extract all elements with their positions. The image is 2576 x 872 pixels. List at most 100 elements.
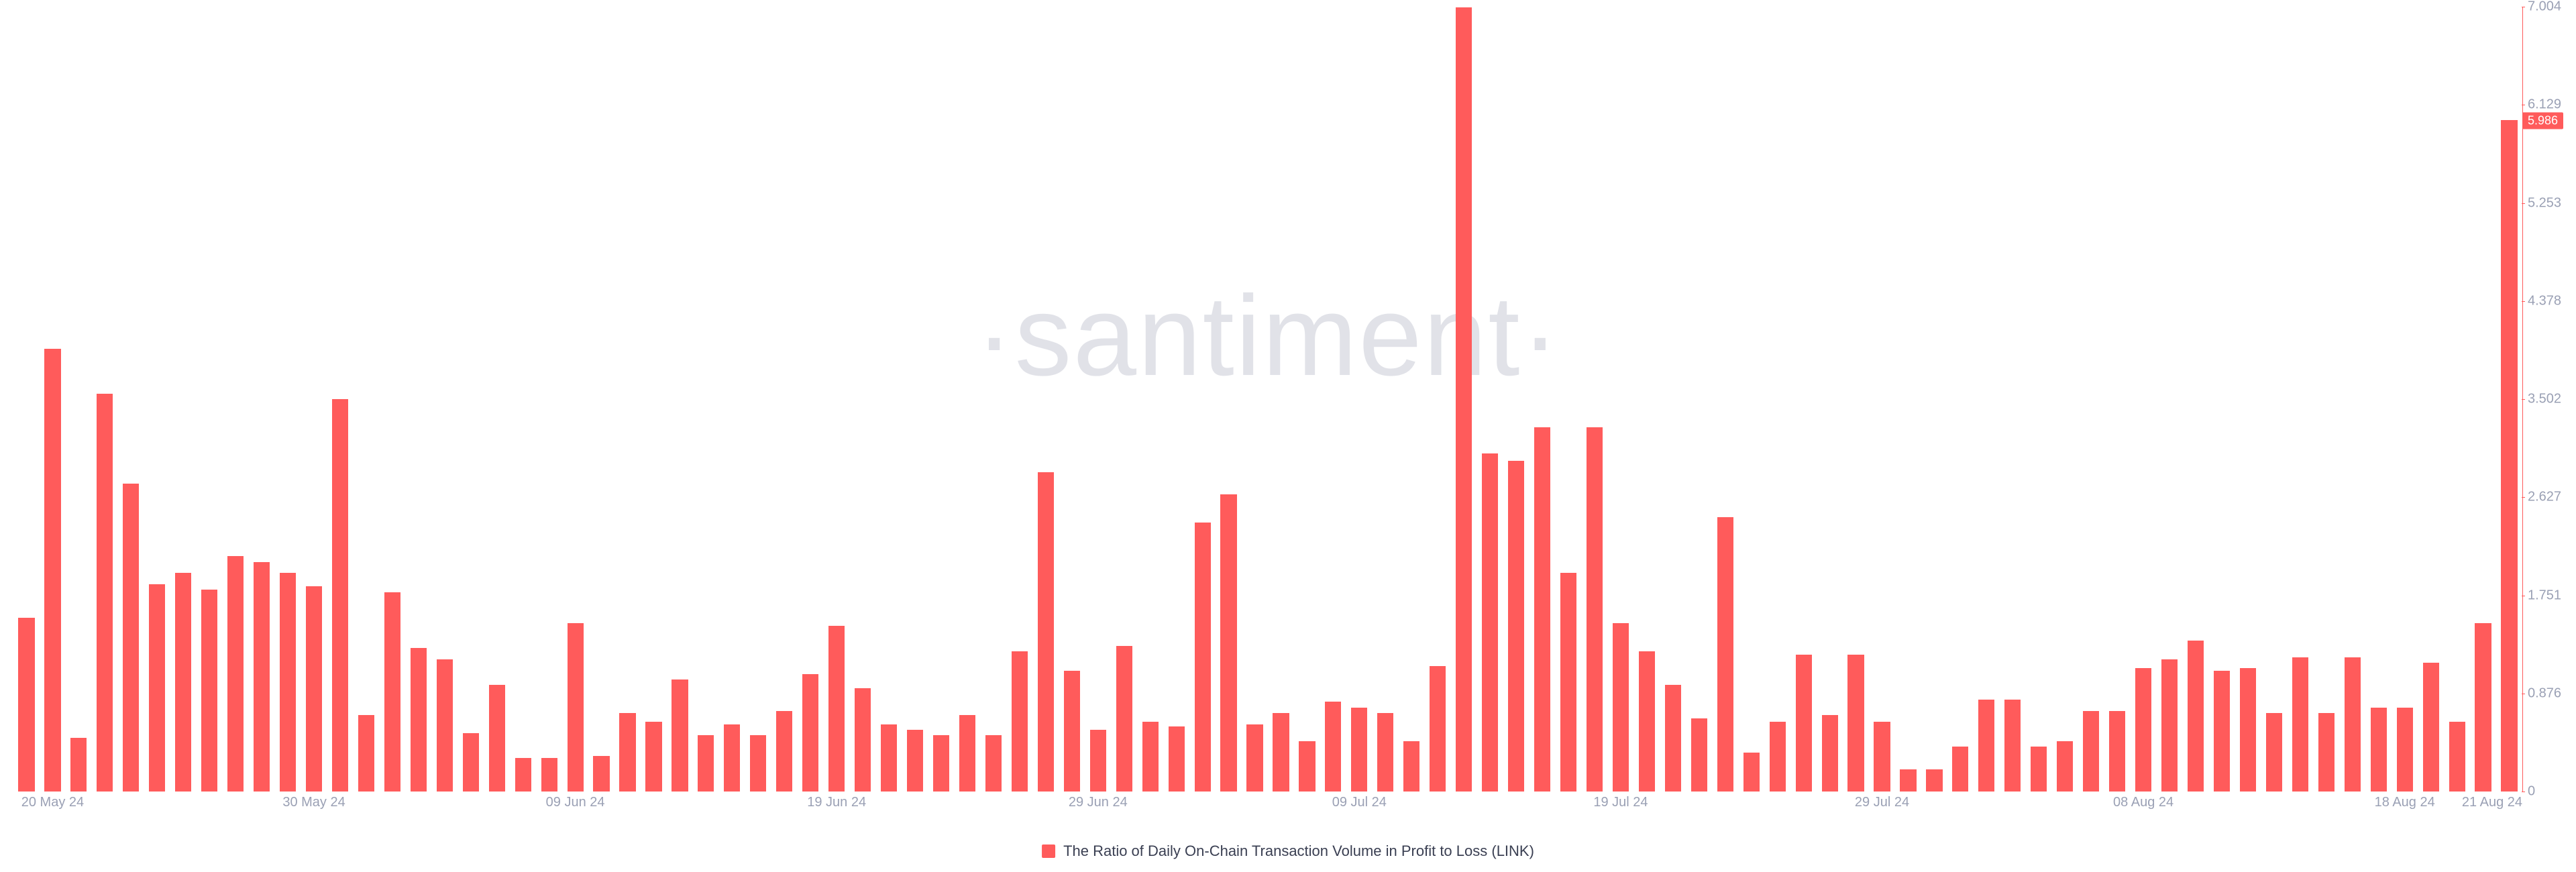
bar <box>175 573 191 792</box>
bar <box>698 735 714 792</box>
bar <box>1012 651 1028 792</box>
bar <box>2397 708 2413 792</box>
bar <box>2135 668 2151 792</box>
x-tick-label: 20 May 24 <box>21 795 84 810</box>
bar <box>384 592 400 792</box>
bar <box>1613 623 1629 792</box>
chart-container: ·santiment· 00.8761.7512.6273.5024.3785.… <box>0 0 2576 872</box>
y-tick-label: 0 <box>2528 784 2535 800</box>
x-tick-label: 29 Jul 24 <box>1855 795 1909 810</box>
bar <box>489 685 505 792</box>
bar <box>1403 741 1419 792</box>
y-tick-mark <box>2522 399 2525 400</box>
bar <box>619 713 635 792</box>
bar <box>881 724 897 792</box>
bar <box>985 735 1002 792</box>
bar <box>541 758 557 792</box>
bar <box>1456 7 1472 792</box>
bar <box>201 590 217 792</box>
bar <box>855 688 871 792</box>
bar <box>750 735 766 792</box>
bar <box>1430 666 1446 792</box>
bar <box>1090 730 1106 792</box>
bar <box>2371 708 2387 792</box>
bar <box>1038 472 1054 792</box>
bar <box>1064 671 1080 792</box>
bar <box>2266 713 2282 792</box>
x-tick-label: 19 Jul 24 <box>1593 795 1648 810</box>
bar <box>593 756 609 792</box>
bar <box>2345 657 2361 792</box>
bar <box>2449 722 2465 792</box>
bar <box>776 711 792 792</box>
bar <box>2240 668 2256 792</box>
bar <box>2188 641 2204 792</box>
x-tick-label: 09 Jun 24 <box>546 795 605 810</box>
bar <box>70 738 87 792</box>
bar <box>672 679 688 792</box>
bar <box>1874 722 1890 792</box>
legend: The Ratio of Daily On-Chain Transaction … <box>1042 842 1534 860</box>
bar <box>1116 646 1132 792</box>
bar <box>1847 655 1864 792</box>
bar <box>1587 427 1603 792</box>
bar <box>2083 711 2099 792</box>
y-tick-mark <box>2522 497 2525 498</box>
legend-swatch <box>1042 844 1055 858</box>
bar <box>332 399 348 792</box>
bar <box>1952 747 1968 792</box>
bar <box>1482 453 1498 792</box>
bar <box>2423 663 2439 792</box>
bar <box>1351 708 1367 792</box>
bar <box>959 715 975 792</box>
bar <box>1534 427 1550 792</box>
y-tick-label: 3.502 <box>2528 392 2561 407</box>
bar <box>1691 718 1707 792</box>
bar <box>254 562 270 792</box>
bar <box>1926 769 1942 792</box>
bar <box>1273 713 1289 792</box>
bar <box>280 573 296 792</box>
bar <box>802 674 818 792</box>
bar <box>1796 655 1812 792</box>
bar <box>2318 713 2334 792</box>
bar <box>2475 623 2491 792</box>
bar <box>2214 671 2230 792</box>
x-tick-label: 30 May 24 <box>282 795 345 810</box>
bar <box>2501 120 2517 792</box>
bar <box>2292 657 2308 792</box>
bar <box>1978 700 1994 792</box>
bar <box>1717 517 1733 792</box>
bar <box>463 733 479 792</box>
bar <box>2004 700 2021 792</box>
y-axis: 00.8761.7512.6273.5024.3785.2536.1297.00… <box>2522 7 2576 792</box>
bar <box>1665 685 1681 792</box>
bar <box>2057 741 2073 792</box>
bar <box>724 724 740 792</box>
x-tick-label: 08 Aug 24 <box>2113 795 2174 810</box>
bar <box>44 349 60 792</box>
bar <box>1220 494 1236 792</box>
y-tick-label: 4.378 <box>2528 293 2561 309</box>
bar <box>358 715 374 792</box>
bar <box>1377 713 1393 792</box>
bar <box>18 618 34 792</box>
y-axis-callout: 5.986 <box>2522 113 2563 129</box>
bar <box>1299 741 1315 792</box>
bar <box>123 484 139 792</box>
x-axis: 20 May 24 30 May 24 09 Jun 24 19 Jun 24 29 J… <box>13 795 2522 822</box>
bar <box>645 722 661 792</box>
bar <box>1770 722 1786 792</box>
bar <box>907 730 923 792</box>
y-tick-label: 0.876 <box>2528 686 2561 701</box>
bar <box>2161 659 2178 792</box>
y-tick-mark <box>2522 203 2525 204</box>
x-tick-label: 19 Jun 24 <box>807 795 866 810</box>
bar <box>933 735 949 792</box>
bar <box>2031 747 2047 792</box>
bar <box>1822 715 1838 792</box>
bar <box>1142 722 1159 792</box>
bar <box>227 556 244 792</box>
x-tick-label: 29 Jun 24 <box>1069 795 1128 810</box>
bar <box>97 394 113 792</box>
